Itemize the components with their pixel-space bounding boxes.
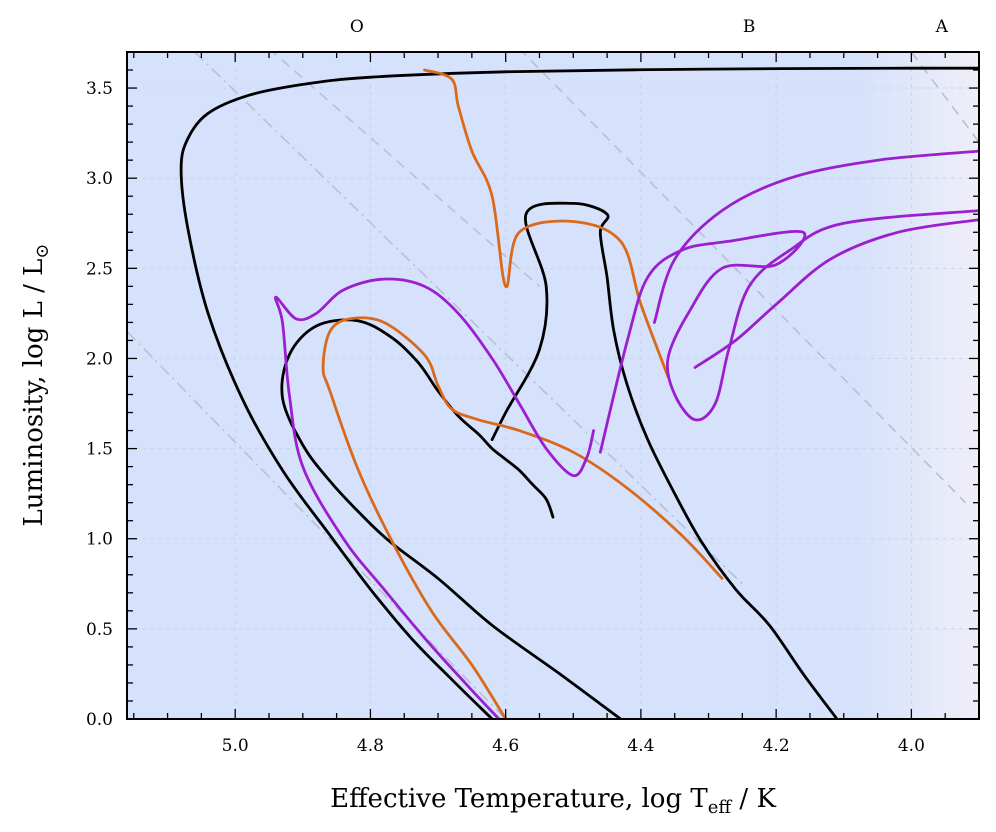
reference-line-dashdot-mid bbox=[194, 52, 743, 585]
y-tick-label: 2.0 bbox=[86, 349, 113, 369]
series-purple-track-3 bbox=[653, 149, 979, 324]
series-black-track-1 bbox=[179, 66, 979, 719]
x-tick-labels: 5.0 4.8 4.6 4.4 4.2 4.0 bbox=[222, 736, 925, 756]
x-axis-title: Effective Temperature, log Teff / K bbox=[330, 784, 776, 818]
series-orange-track-upper bbox=[423, 68, 670, 378]
series-black-track-3 bbox=[490, 201, 839, 719]
y-tick-label: 2.5 bbox=[86, 259, 113, 279]
series-purple-track-4 bbox=[693, 218, 979, 369]
series-black-track-2 bbox=[280, 318, 622, 719]
plot-frame bbox=[126, 51, 980, 720]
y-tick-labels: 0.0 0.5 1.0 1.5 2.0 2.5 3.0 3.5 bbox=[86, 79, 113, 730]
y-tick-label: 0.0 bbox=[86, 710, 113, 730]
y-tick-label: 0.5 bbox=[86, 620, 113, 640]
plot-background bbox=[127, 52, 979, 719]
spectral-class-label: O bbox=[350, 17, 364, 37]
spectral-class-label: B bbox=[743, 17, 756, 37]
x-tick-label: 4.2 bbox=[763, 736, 790, 756]
reference-line-dashed-upper bbox=[271, 52, 541, 287]
y-tick-label: 3.0 bbox=[86, 169, 113, 189]
x-tick-label: 4.6 bbox=[492, 736, 519, 756]
x-tick-label: 4.4 bbox=[627, 736, 654, 756]
y-tick-label: 1.5 bbox=[86, 440, 113, 460]
reference-line-dashed-right bbox=[521, 52, 967, 504]
spectral-class-label: A bbox=[935, 17, 949, 37]
x-tick-label: 4.0 bbox=[898, 736, 925, 756]
y-tick-label: 3.5 bbox=[86, 79, 113, 99]
evolutionary-tracks bbox=[179, 66, 979, 719]
y-tick-label: 1.0 bbox=[86, 530, 113, 550]
x-tick-label: 4.8 bbox=[357, 736, 384, 756]
series-orange-track bbox=[321, 316, 724, 719]
series-purple-track-2 bbox=[598, 209, 979, 454]
x-tick-label: 5.0 bbox=[222, 736, 249, 756]
reference-line-dashdot-left bbox=[127, 330, 507, 719]
series-purple-track-1 bbox=[273, 277, 595, 719]
y-axis-title: Luminosity, log L / L⊙ bbox=[19, 243, 53, 526]
